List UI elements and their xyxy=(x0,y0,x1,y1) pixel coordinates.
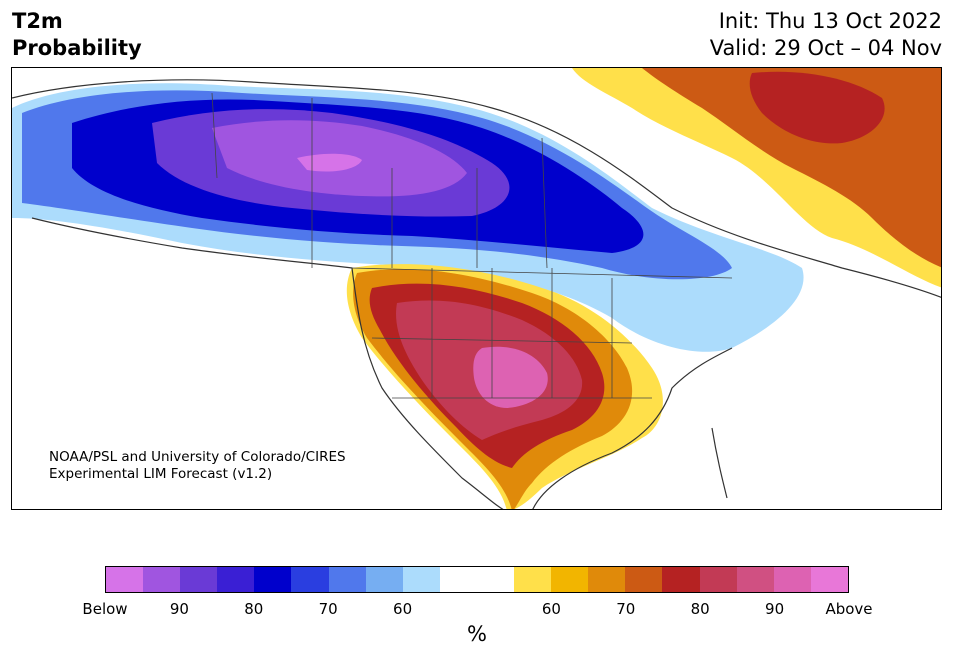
colorbar-tick-label: 90 xyxy=(765,600,785,618)
variable-subtitle: Probability xyxy=(12,36,142,60)
colorbar-segment xyxy=(773,567,811,592)
valid-range: Valid: 29 Oct – 04 Nov xyxy=(709,36,942,60)
colorbar-segment xyxy=(551,567,589,592)
land-outline xyxy=(12,79,941,509)
colorbar-tick-label: 80 xyxy=(690,600,710,618)
cold-region-core xyxy=(297,153,362,172)
colorbar-segment xyxy=(588,567,626,592)
colorbar-segment xyxy=(217,567,255,592)
credit-text: NOAA/PSL and University of Colorado/CIRE… xyxy=(49,449,346,483)
colorbar-segment xyxy=(662,567,700,592)
colorbar-segment xyxy=(106,567,144,592)
title-right: Init: Thu 13 Oct 2022 Valid: 29 Oct – 04… xyxy=(710,8,942,62)
colorbar-tick-label: 60 xyxy=(393,600,413,618)
colorbar-unit: % xyxy=(467,622,487,646)
colorbar xyxy=(105,566,849,593)
variable-title: T2m xyxy=(12,9,63,33)
probability-map xyxy=(11,67,942,510)
colorbar-tick-label: 70 xyxy=(616,600,636,618)
colorbar-segment xyxy=(180,567,218,592)
colorbar-segment xyxy=(736,567,774,592)
colorbar-segment xyxy=(810,567,848,592)
colorbar-segment xyxy=(254,567,292,592)
colorbar-segment xyxy=(699,567,737,592)
colorbar-tick-label: Above xyxy=(825,600,873,618)
warm-region-east-80 xyxy=(749,71,885,144)
colorbar-tick-label: 80 xyxy=(244,600,264,618)
title-left: T2m Probability xyxy=(12,8,142,62)
colorbar-segment xyxy=(365,567,403,592)
colorbar-tick-label: Below xyxy=(82,600,128,618)
colorbar-segment xyxy=(143,567,181,592)
credit-line-2: Experimental LIM Forecast (v1.2) xyxy=(49,466,273,482)
colorbar-tick-label: 60 xyxy=(541,600,561,618)
colorbar-segment xyxy=(476,567,515,592)
colorbar-segment xyxy=(328,567,366,592)
colorbar-segment xyxy=(402,567,440,592)
credit-line-1: NOAA/PSL and University of Colorado/CIRE… xyxy=(49,449,346,465)
state-borders xyxy=(211,92,733,399)
colorbar-segment xyxy=(291,567,329,592)
colorbar-segment xyxy=(625,567,663,592)
colorbar-segment xyxy=(514,567,552,592)
colorbar-segment xyxy=(439,567,477,592)
map-graphic xyxy=(12,68,941,509)
colorbar-tick-label: 90 xyxy=(169,600,189,618)
init-date: Init: Thu 13 Oct 2022 xyxy=(718,9,942,33)
colorbar-tick-label: 70 xyxy=(318,600,338,618)
